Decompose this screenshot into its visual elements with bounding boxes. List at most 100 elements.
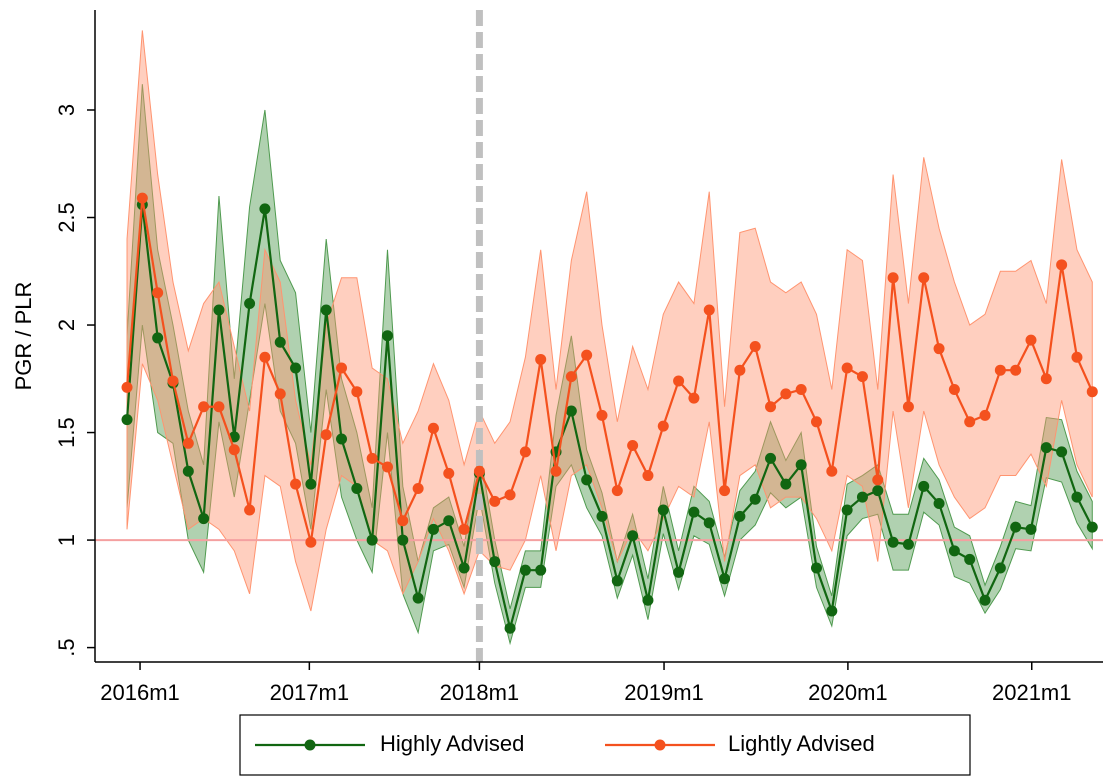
data-point [244,504,256,516]
data-point [627,530,639,542]
data-point [810,416,822,428]
data-point [274,388,286,400]
data-point [719,573,731,585]
data-point [489,556,501,568]
data-point [565,405,577,417]
data-point [627,439,639,451]
data-point [152,287,164,299]
data-point [1025,523,1037,535]
data-point [611,485,623,497]
data-point [841,362,853,374]
data-point [259,203,271,215]
legend-marker [304,739,316,751]
data-point [780,478,792,490]
data-point [121,414,133,426]
data-point [581,349,593,361]
data-point [351,386,363,398]
data-point [182,465,194,477]
data-point [688,506,700,518]
data-point [596,409,608,421]
data-point [841,504,853,516]
data-point [994,562,1006,574]
data-point [519,564,531,576]
data-point [918,480,930,492]
data-point [1056,446,1068,458]
data-point [872,474,884,486]
data-point [872,485,884,497]
data-point [412,482,424,494]
data-point [749,493,761,505]
data-point [1025,334,1037,346]
data-point [1040,373,1052,385]
data-point [473,465,485,477]
data-point [902,401,914,413]
data-point [336,433,348,445]
data-point [887,272,899,284]
data-point [458,562,470,574]
data-point [765,452,777,464]
data-point [427,422,439,434]
data-point [1040,442,1052,454]
data-point [994,364,1006,376]
data-point [1086,521,1098,533]
data-point [964,416,976,428]
data-point [795,459,807,471]
data-point [519,446,531,458]
data-point [259,351,271,363]
data-point [1010,364,1022,376]
data-point [657,504,669,516]
data-point [366,452,378,464]
data-point [703,304,715,316]
data-point [504,489,516,501]
legend-label: Highly Advised [380,731,524,756]
series-line [125,197,1094,543]
y-tick-label: 1.5 [54,417,79,448]
data-point [1086,386,1098,398]
data-point [734,510,746,522]
y-tick-label: 2 [54,319,79,331]
data-point [918,272,930,284]
plot-area [95,10,1103,662]
data-point [826,465,838,477]
y-tick-label: .5 [54,638,79,656]
data-point [810,562,822,574]
data-point [565,371,577,383]
data-point [290,478,302,490]
legend-marker [654,739,666,751]
x-tick-label: 2021m1 [992,680,1072,705]
data-point [642,470,654,482]
confidence-band [126,84,1093,646]
data-point [320,429,332,441]
x-tick-label: 2017m1 [270,680,350,705]
data-point [780,388,792,400]
y-axis-title: PGR / PLR [11,282,36,391]
data-point [320,304,332,316]
data-point [964,553,976,565]
data-point [228,444,240,456]
y-tick-label: 2.5 [54,202,79,233]
data-point [366,534,378,546]
data-point [213,304,225,316]
data-point [504,622,516,634]
data-point [412,592,424,604]
x-tick-label: 2020m1 [808,680,888,705]
data-point [550,465,562,477]
data-point [933,343,945,355]
data-point [596,510,608,522]
data-point [734,364,746,376]
data-point [213,401,225,413]
data-point [381,330,393,342]
data-point [427,523,439,535]
data-point [657,420,669,432]
data-point [397,515,409,527]
data-point [581,474,593,486]
data-point [443,515,455,527]
data-point [979,409,991,421]
data-point [136,192,148,204]
data-point [703,517,715,529]
data-point [1071,351,1083,363]
data-point [489,495,501,507]
x-tick-label: 2016m1 [100,680,180,705]
